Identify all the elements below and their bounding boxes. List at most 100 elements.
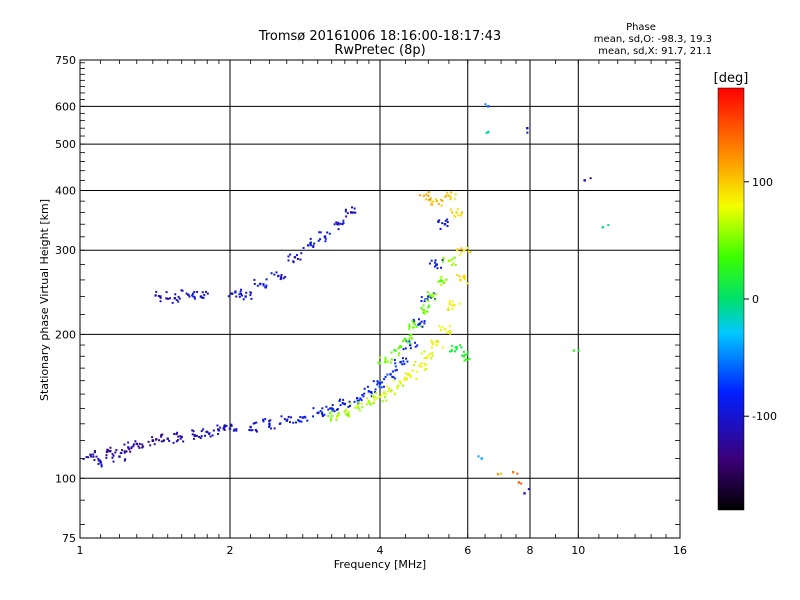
scatter-point (292, 421, 295, 424)
scatter-point (469, 251, 472, 254)
scatter-point (429, 198, 432, 201)
scatter-point (410, 375, 413, 378)
scatter-point (370, 392, 373, 395)
scatter-point (325, 405, 328, 408)
scatter-point (337, 223, 340, 226)
scatter-point (425, 357, 428, 360)
scatter-point (421, 325, 424, 328)
scatter-point (376, 380, 379, 383)
scatter-point (357, 407, 360, 410)
scatter-point (500, 472, 503, 475)
colorbar-ticks: 100 0 -100 (744, 176, 777, 423)
scatter-point (423, 300, 426, 303)
scatter-point (419, 322, 422, 325)
scatter-point (466, 282, 469, 285)
scatter-point (390, 351, 393, 354)
scatter-point (459, 253, 462, 256)
scatter-point (298, 420, 301, 423)
scatter-point (264, 418, 267, 421)
x-tick-label: 16 (673, 544, 687, 557)
scatter-point (374, 388, 377, 391)
scatter-point (193, 290, 196, 293)
scatter-point (160, 435, 163, 438)
scatter-point (458, 275, 461, 278)
scatter-point (130, 447, 133, 450)
scatter-point (382, 385, 385, 388)
scatter-point (443, 223, 447, 226)
scatter-point (137, 445, 140, 448)
scatter-point (379, 382, 382, 385)
scatter-point (268, 420, 271, 423)
scatter-point (268, 425, 271, 428)
scatter-point (287, 259, 290, 262)
scatter-point (390, 358, 393, 361)
scatter-point (406, 360, 409, 363)
scatter-point (411, 337, 414, 340)
scatter-point (406, 341, 409, 344)
colorbar-label: [deg] (714, 71, 749, 86)
scatter-point (444, 279, 447, 282)
scatter-point (300, 420, 303, 423)
scatter-point (440, 283, 443, 286)
scatter-point (114, 451, 117, 454)
scatter-point (299, 258, 302, 261)
scatter-point (454, 346, 457, 349)
scatter-point (464, 358, 467, 361)
scatter-point (279, 422, 282, 425)
scatter-point (427, 295, 430, 298)
scatter-point (175, 440, 178, 443)
scatter-point (242, 298, 245, 301)
scatter-point (430, 346, 433, 349)
scatter-point (465, 353, 468, 356)
scatter-point (415, 370, 418, 373)
scatter-point (394, 377, 397, 380)
scatter-point (367, 399, 371, 403)
scatter-point (321, 411, 324, 414)
scatter-point (354, 406, 357, 409)
scatter-point (414, 345, 417, 348)
scatter-point (165, 297, 168, 300)
scatter-point (346, 212, 349, 215)
scatter-point (516, 472, 519, 475)
scatter-point (203, 293, 206, 296)
scatter-point (287, 415, 290, 418)
scatter-point (344, 208, 347, 211)
scatter-point (397, 354, 400, 357)
scatter-point (447, 306, 450, 309)
scatter-point (158, 439, 161, 442)
scatter-point (353, 207, 356, 210)
scatter-point (401, 384, 404, 387)
scatter-point (460, 247, 463, 250)
scatter-point (467, 250, 470, 253)
scatter-point (429, 196, 432, 199)
scatter-point (430, 339, 433, 342)
scatter-point (431, 352, 434, 355)
scatter-point (337, 228, 340, 231)
scatter-point (127, 446, 130, 449)
scatter-point (391, 375, 394, 378)
scatter-point (397, 347, 400, 350)
scatter-point (447, 194, 451, 197)
scatter-point (159, 296, 162, 299)
scatter-point (245, 291, 248, 294)
scatter-point (326, 231, 329, 234)
scatter-point (444, 219, 447, 222)
scatter-point (209, 435, 212, 438)
scatter-point (155, 290, 158, 293)
scatter-point (235, 428, 238, 431)
scatter-point (89, 453, 92, 456)
y-axis-label: Stationary phase Virtual Height [km] (38, 199, 51, 401)
scatter-point (223, 424, 226, 427)
scatter-point (377, 361, 380, 364)
scatter-point (428, 262, 431, 265)
scatter-point (450, 348, 453, 351)
scatter-point (427, 191, 430, 194)
scatter-point (398, 352, 401, 355)
scatter-point (459, 279, 462, 282)
scatter-point (265, 286, 268, 289)
scatter-point (607, 224, 610, 227)
scatter-point (390, 389, 393, 392)
scatter-point (453, 350, 456, 353)
scatter-point (181, 289, 184, 292)
scatter-point (240, 288, 243, 291)
